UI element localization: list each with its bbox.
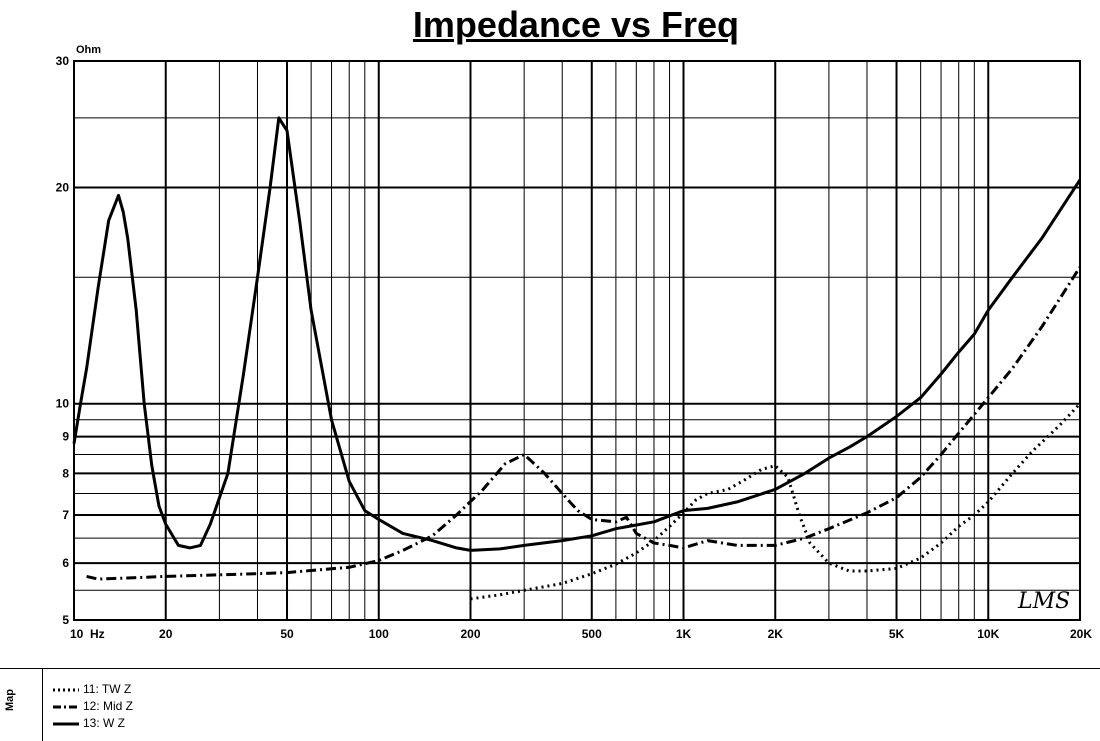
x-tick-label: 200 bbox=[460, 627, 480, 641]
x-tick-label: 100 bbox=[369, 627, 389, 641]
legend-panel: Map 11: TW Z 12: Mid Z 13: W Z bbox=[0, 668, 1100, 741]
x-unit-label: Hz bbox=[90, 627, 105, 641]
legend-side-label: Map bbox=[4, 689, 16, 711]
legend-swatch-solid bbox=[53, 722, 79, 726]
legend-swatch-dotted bbox=[53, 688, 79, 692]
series-line-2 bbox=[86, 266, 1082, 581]
legend-item-w: 13: W Z bbox=[52, 715, 125, 731]
y-tick-label: 20 bbox=[56, 180, 70, 194]
x-tick-label: 5K bbox=[889, 627, 905, 641]
plot-frame bbox=[73, 60, 1081, 621]
chart-title: Impedance vs Freq bbox=[412, 4, 740, 45]
legend-side-tab: Map bbox=[0, 669, 43, 741]
x-tick-label: 20 bbox=[159, 627, 173, 641]
legend-label: 12: Mid Z bbox=[83, 699, 134, 713]
tick-labels: 10 20 50 100 200 500 1K 2K 5K 10K 20K 5 6 7 8 9 10 20 30 bbox=[56, 54, 1093, 641]
x-tick-label: 50 bbox=[280, 627, 294, 641]
x-tick-label: 1K bbox=[676, 627, 692, 641]
y-tick-label: 6 bbox=[62, 556, 69, 570]
legend-label: 11: TW Z bbox=[83, 682, 132, 696]
series-lines bbox=[72, 116, 1082, 601]
x-tick-label: 500 bbox=[582, 627, 602, 641]
y-tick-label: 30 bbox=[56, 54, 70, 68]
legend-swatch-dashdot bbox=[53, 705, 79, 709]
x-tick-label: 10K bbox=[977, 627, 999, 641]
series-line-1 bbox=[470, 402, 1082, 601]
y-tick-label: 7 bbox=[62, 508, 69, 522]
grid bbox=[73, 60, 1081, 621]
x-tick-label: 20K bbox=[1070, 627, 1092, 641]
legend-label: 13: W Z bbox=[83, 716, 126, 730]
x-tick-label: 10 bbox=[70, 627, 84, 641]
y-tick-label: 5 bbox=[62, 613, 69, 627]
y-tick-label: 8 bbox=[62, 466, 69, 480]
legend-item-tw: 11: TW Z bbox=[52, 681, 131, 697]
x-tick-label: 2K bbox=[768, 627, 784, 641]
y-tick-label: 9 bbox=[62, 430, 69, 444]
lms-watermark: LMS bbox=[1017, 589, 1070, 614]
y-tick-label: 10 bbox=[56, 397, 70, 411]
y-unit-label: Ohm bbox=[76, 44, 101, 56]
series-line-3 bbox=[72, 116, 1082, 552]
impedance-chart: 10 20 50 100 200 500 1K 2K 5K 10K 20K 5 6 7 8 9 10 20 30 O… bbox=[56, 44, 1093, 641]
legend-item-mid: 12: Mid Z bbox=[52, 698, 133, 714]
